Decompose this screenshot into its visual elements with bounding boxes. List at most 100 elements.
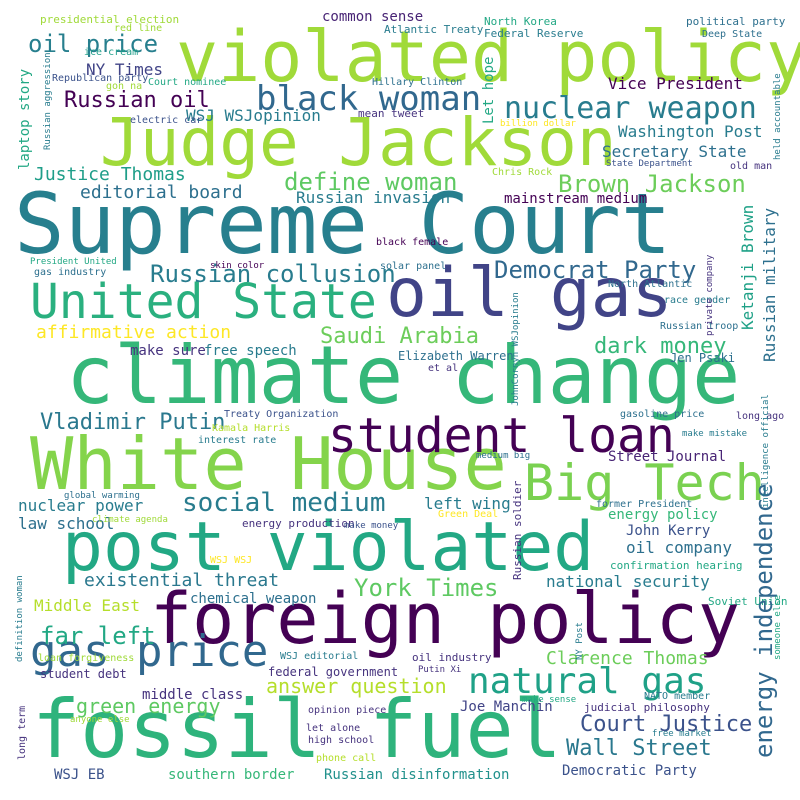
word-nuclear-power: nuclear power	[18, 496, 144, 515]
word-putin-xi: Putin Xi	[418, 665, 462, 675]
word-presidential-election: presidential election	[40, 13, 180, 26]
word-street-journal: Street Journal	[608, 449, 727, 465]
word-climate-change: climate change	[66, 329, 741, 422]
word-someone-else: someone else	[773, 594, 783, 660]
word-russian-disinformation: Russian disinformation	[324, 767, 510, 783]
word-treaty-organization: Treaty Organization	[224, 409, 339, 420]
word-jen-psaki: Jen Psaki	[670, 351, 736, 365]
word-left-wing: left wing	[424, 494, 511, 513]
word-define-woman: define woman	[284, 168, 458, 196]
word-soviet-union: Soviet Union	[708, 595, 788, 608]
word-united-state: United State	[30, 274, 377, 330]
word-make-money: make money	[344, 521, 399, 531]
word-judge-jackson: Judge Jackson	[100, 104, 617, 181]
word-national-security: national security	[546, 572, 710, 591]
word-oil-industry: oil industry	[412, 651, 492, 664]
word-affirmative-action: affirmative action	[36, 322, 232, 343]
word-post-violated: post violated	[62, 508, 595, 587]
word-skin-color: skin color	[210, 261, 265, 271]
word-chemical-weapon: chemical weapon	[190, 591, 317, 607]
word-nuclear-weapon: nuclear weapon	[504, 91, 757, 126]
word-long-term: long term	[17, 705, 28, 760]
word-black-woman: black woman	[256, 79, 482, 119]
word-race-gender: race gender	[664, 295, 731, 306]
word-north-atlantic: North Atlantic	[608, 279, 693, 290]
word-former-president: former President	[596, 499, 693, 510]
word-oil-gas: oil gas	[386, 254, 673, 333]
word-existential-threat: existential threat	[84, 570, 280, 591]
word-definition-woman: definition woman	[15, 575, 25, 662]
word-confirmation-hearing: confirmation hearing	[610, 559, 743, 572]
word-state-department: State Department	[606, 159, 693, 169]
word-old-man: old man	[730, 161, 773, 172]
word-democrat-party: Democrat Party	[494, 256, 697, 284]
word-vladimir-putin: Vladimir Putin	[40, 410, 226, 435]
word-southern-border: southern border	[168, 767, 295, 783]
word-vice-president: Vice President	[608, 74, 743, 93]
word-white-house: White House	[30, 422, 507, 506]
word-hillary-clinton: Hillary Clinton	[372, 77, 463, 88]
word-let-hope: Let hope	[481, 56, 497, 124]
word-wsj-eb: WSJ EB	[54, 767, 105, 783]
word-atlantic-treaty: Atlantic Treaty	[384, 23, 484, 36]
word-common-sense: common sense	[322, 9, 424, 25]
word-clarence-thomas: Clarence Thomas	[546, 648, 709, 669]
word-federal-reserve: Federal Reserve	[484, 27, 584, 40]
word-fossil-fuel: fossil fuel	[32, 683, 562, 776]
word-ny-post: NY Post	[575, 622, 585, 660]
word-billion-dollar: billion dollar	[500, 119, 576, 129]
word-held-accountable: held accountable	[773, 73, 783, 160]
word-chris-rock: Chris Rock	[492, 167, 553, 178]
word-gasoline-price: gasoline price	[620, 409, 705, 420]
word-elizabeth-warren: Elizabeth Warren	[398, 349, 514, 363]
word-ice-cream: ice cream	[84, 47, 139, 58]
word-oil-company: oil company	[626, 538, 732, 557]
word-russian-troop: Russian troop	[660, 321, 739, 332]
word-student-loan: student loan	[328, 408, 675, 464]
word-gas-price: gas price	[30, 626, 269, 677]
word-loan-forgiveness: loan forgiveness	[38, 653, 135, 664]
word-green-energy: green energy	[76, 694, 221, 718]
word-black-female: black female	[376, 237, 449, 248]
word-answer-question: answer question	[266, 674, 447, 698]
word-nato-member: NATO member	[644, 691, 711, 702]
word-green-deal: Green Deal	[438, 509, 499, 520]
word-laptop-story: laptop story	[17, 68, 33, 170]
word-dark-money: dark money	[594, 334, 727, 359]
word-high-school: high school	[308, 735, 375, 746]
word-justice-thomas: Justice Thomas	[34, 164, 186, 185]
word-mainstream-medium: mainstream medium	[504, 191, 648, 207]
word-wall-street: Wall Street	[566, 736, 712, 761]
word-oil-price: oil price	[28, 30, 159, 58]
word-gas-industry: gas industry	[34, 267, 107, 278]
word-gon-na: gon na	[106, 81, 143, 92]
word-president-united: President United	[30, 257, 117, 267]
word-russian-collusion: Russian collusion	[150, 260, 396, 288]
word-north-korea: North Korea	[484, 15, 557, 28]
word-private-company: private company	[705, 254, 715, 336]
word-far-left: far left	[40, 622, 156, 650]
word-climate-agenda: climate agenda	[92, 515, 168, 525]
word-court-nominee: Court nominee	[148, 77, 227, 88]
word-court-justice: Court Justice	[580, 712, 753, 737]
word-russian-invasion: Russian invasion	[296, 188, 451, 207]
word-washington-post: Washington Post	[618, 122, 763, 141]
word-foreign-policy: foreign policy	[150, 578, 741, 660]
word-et-al: et al	[428, 363, 459, 374]
word-violated-policy: violated policy	[176, 16, 800, 98]
word-political-party: political party	[686, 15, 786, 28]
word-make-sense: make sense	[522, 695, 577, 705]
word-let-alone: let alone	[306, 723, 361, 734]
word-brown-jackson: Brown Jackson	[558, 170, 746, 198]
word-supreme-court: Supreme Court	[14, 175, 672, 273]
word-medium-big: medium big	[476, 451, 531, 461]
word-law-school: law school	[18, 514, 115, 533]
word-make-mistake: make mistake	[682, 429, 748, 439]
word-anyone-else: anyone else	[70, 715, 130, 725]
word-red-line: red line	[114, 23, 163, 34]
word-secretary-state: Secretary State	[602, 142, 747, 161]
word-global-warming: global warming	[64, 491, 140, 501]
word-free-market: free market	[652, 729, 712, 739]
word-energy-production: energy production	[242, 517, 355, 530]
